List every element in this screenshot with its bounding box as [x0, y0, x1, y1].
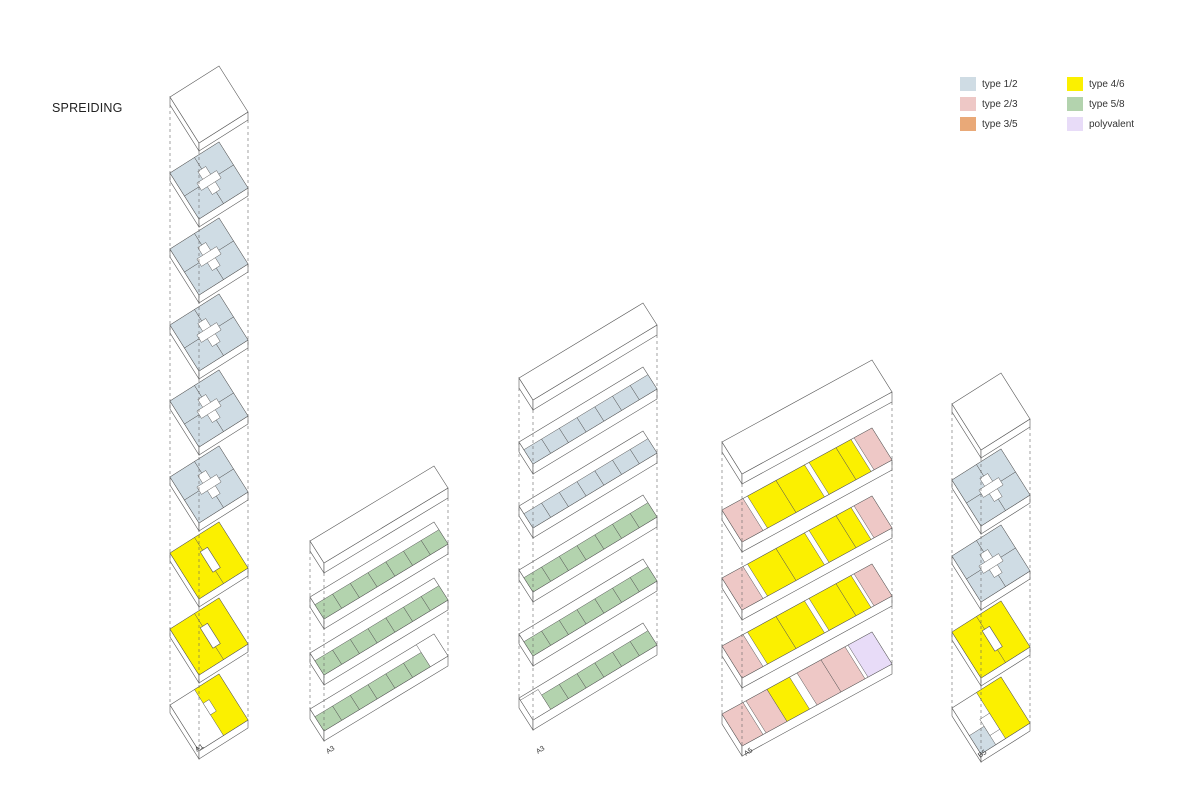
legend-label: type 5/8	[1089, 98, 1125, 110]
floor-plate	[169, 65, 249, 153]
building-0: A1	[169, 65, 249, 761]
floor-plate	[518, 558, 658, 668]
legend-item-type-4-6: type 4/6	[1067, 76, 1125, 92]
floor-plate	[951, 372, 1031, 460]
legend-item-type-3-5: type 3/5	[960, 116, 1018, 132]
floor-plate	[169, 445, 249, 533]
building-2: A3	[518, 302, 658, 756]
floor-plate	[721, 359, 893, 486]
page-title: SPREIDING	[52, 101, 123, 115]
building-label: A3	[535, 745, 546, 756]
legend-label: type 1/2	[982, 78, 1018, 90]
floor-plate	[518, 430, 658, 540]
building-4: B5	[951, 372, 1031, 764]
legend: type 1/2 type 2/3 type 3/5 type 4/6 type…	[960, 76, 1160, 136]
legend-item-polyvalent: polyvalent	[1067, 116, 1134, 132]
legend-label: polyvalent	[1089, 118, 1135, 130]
floor-plate	[169, 217, 249, 305]
building-1: A3	[309, 465, 449, 756]
floor-plate	[951, 448, 1031, 536]
legend-swatch	[1067, 77, 1083, 91]
floor-plate	[721, 563, 893, 690]
floor-plate	[169, 141, 249, 229]
floor-plate	[518, 302, 658, 412]
legend-item-type-2-3: type 2/3	[960, 96, 1018, 112]
floor-plate	[951, 524, 1031, 612]
floor-plate	[309, 577, 449, 687]
building-label: B5	[977, 749, 988, 760]
floor-plate	[951, 676, 1031, 764]
building-3: A5	[721, 359, 893, 758]
floor-plate	[951, 600, 1031, 688]
floor-plate	[518, 366, 658, 476]
legend-swatch	[1067, 97, 1083, 111]
legend-swatch	[960, 97, 976, 111]
floor-plate	[169, 293, 249, 381]
legend-label: type 2/3	[982, 98, 1018, 110]
floor-plate	[518, 622, 658, 732]
floor-plate	[309, 521, 449, 631]
floor-plate	[169, 521, 249, 609]
legend-swatch	[960, 77, 976, 91]
legend-swatch	[960, 117, 976, 131]
legend-swatch	[1067, 117, 1083, 131]
floor-plate	[721, 631, 893, 758]
floor-plate	[169, 369, 249, 457]
legend-label: type 3/5	[982, 118, 1018, 130]
floor-plate	[169, 597, 249, 685]
legend-item-type-1-2: type 1/2	[960, 76, 1018, 92]
building-label: A5	[743, 747, 754, 758]
legend-label: type 4/6	[1089, 78, 1125, 90]
building-label: A3	[325, 745, 336, 756]
legend-item-type-5-8: type 5/8	[1067, 96, 1125, 112]
floor-plate	[721, 427, 893, 554]
floor-plate	[721, 495, 893, 622]
building-label: A1	[194, 743, 205, 754]
floor-plate	[169, 673, 249, 761]
floor-plate	[309, 465, 449, 575]
